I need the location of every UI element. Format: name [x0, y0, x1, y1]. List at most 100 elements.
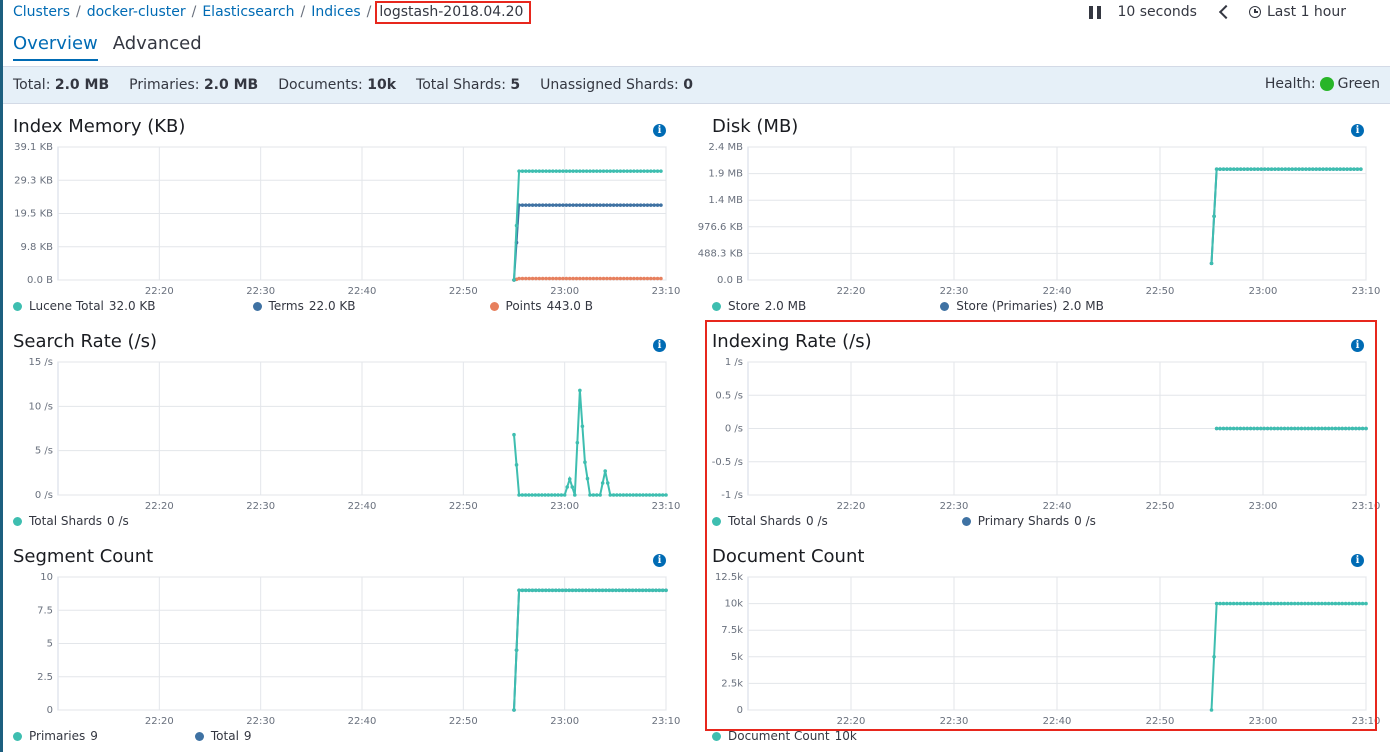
data-point: [1282, 601, 1287, 606]
data-point: [1272, 426, 1277, 431]
stat-label: Total Shards:: [416, 77, 506, 93]
y-tick-label: 15 /s: [29, 357, 53, 368]
data-point: [621, 203, 626, 207]
data-point: [607, 588, 612, 593]
pause-icon[interactable]: [1089, 5, 1102, 19]
info-icon[interactable]: i: [1351, 554, 1364, 567]
info-icon[interactable]: i: [653, 339, 666, 352]
data-point: [1303, 426, 1307, 431]
info-icon[interactable]: i: [1351, 124, 1364, 137]
data-point: [1269, 426, 1273, 431]
data-point: [570, 588, 575, 593]
data-point: [1231, 426, 1236, 431]
tab-bar: Overview Advanced: [13, 33, 217, 61]
data-point: [618, 276, 623, 281]
data-point: [645, 169, 650, 173]
data-point: [561, 203, 565, 207]
legend-series-name: Primary Shards: [977, 514, 1070, 528]
legend-swatch: [13, 516, 22, 526]
legend-item[interactable]: Total Shards 0 /s: [13, 514, 129, 528]
data-point: [564, 169, 569, 173]
data-point: [1333, 426, 1338, 431]
breadcrumb-elasticsearch[interactable]: Elasticsearch: [202, 4, 295, 20]
legend-index-memory: Lucene Total 32.0 KB Terms 22.0 KB Points 443…: [13, 299, 727, 313]
data-point: [591, 203, 596, 207]
data-point: [608, 169, 613, 173]
data-point: [1296, 426, 1300, 431]
legend-item[interactable]: Store (Primaries) 2.0 MB: [940, 299, 1104, 313]
data-point: [1306, 426, 1311, 431]
data-point: [1258, 426, 1263, 431]
legend-item[interactable]: Terms 22.0 KB: [252, 299, 356, 313]
legend-item[interactable]: Primaries 9: [13, 729, 98, 743]
data-point: [1228, 426, 1233, 431]
legend-item[interactable]: Primary Shards 0 /s: [961, 514, 1096, 528]
x-tick-label: 23:10: [1352, 716, 1381, 727]
legend-item[interactable]: Points 443.0 B: [489, 299, 593, 313]
data-point: [652, 203, 656, 207]
data-point: [1262, 426, 1266, 431]
data-point: [605, 276, 609, 281]
data-point: [551, 276, 555, 281]
tab-advanced[interactable]: Advanced: [112, 33, 202, 54]
data-point: [621, 169, 626, 173]
refresh-interval[interactable]: 10 seconds: [1117, 4, 1197, 20]
data-point: [1266, 167, 1270, 171]
legend-item[interactable]: Total Shards 0 /s: [712, 514, 828, 528]
info-icon[interactable]: i: [1351, 339, 1364, 352]
legend-item[interactable]: Document Count 10k: [712, 729, 857, 743]
data-point: [657, 588, 662, 593]
data-point: [628, 276, 633, 281]
info-icon[interactable]: i: [653, 124, 666, 137]
legend-item[interactable]: Lucene Total 32.0 KB: [13, 299, 156, 313]
data-point: [1292, 426, 1297, 431]
data-point: [590, 588, 595, 593]
x-tick-label: 22:20: [837, 286, 866, 297]
data-point: [1209, 708, 1214, 712]
data-point: [660, 493, 665, 497]
data-point: [584, 203, 589, 207]
data-point: [647, 588, 652, 593]
breadcrumb-indices[interactable]: Indices: [311, 4, 361, 20]
time-range-picker[interactable]: Last 1 hour: [1266, 4, 1346, 20]
chevron-left-icon[interactable]: [1218, 4, 1234, 20]
series-line: [513, 170, 661, 281]
info-icon[interactable]: i: [653, 554, 666, 567]
y-tick-label: 976.6 KB: [698, 222, 743, 233]
data-point: [647, 493, 652, 497]
data-point: [655, 203, 660, 207]
data-point: [520, 169, 525, 173]
data-point: [553, 493, 557, 497]
data-point: [1272, 601, 1277, 606]
data-point: [597, 588, 602, 593]
x-tick-label: 23:00: [550, 286, 579, 297]
x-tick-label: 22:40: [1043, 501, 1072, 512]
data-point: [1280, 167, 1284, 171]
data-point: [1307, 167, 1312, 171]
data-point: [1245, 426, 1249, 431]
data-point: [628, 493, 632, 497]
data-point: [600, 588, 605, 593]
data-point: [520, 203, 525, 207]
data-point: [540, 588, 545, 593]
legend-item[interactable]: Total 9: [194, 729, 252, 743]
data-point: [1360, 601, 1365, 606]
data-point: [1297, 167, 1301, 171]
y-tick-label: 0 /s: [725, 424, 743, 435]
data-point: [1326, 601, 1331, 606]
data-point: [551, 169, 555, 173]
data-point: [537, 276, 542, 281]
legend-swatch: [489, 301, 499, 311]
tab-overview[interactable]: Overview: [13, 33, 98, 61]
data-point: [1299, 426, 1304, 431]
data-point: [642, 169, 646, 173]
data-point: [537, 203, 542, 207]
legend-series-name: Document Count: [728, 729, 830, 743]
data-point: [630, 588, 635, 593]
panel-title-search-rate: Search Rate (/s): [13, 331, 158, 352]
breadcrumb-clusters[interactable]: Clusters: [13, 4, 70, 20]
data-point: [1228, 601, 1233, 606]
legend-item[interactable]: Store 2.0 MB: [712, 299, 806, 313]
breadcrumb-cluster[interactable]: docker-cluster: [86, 4, 186, 20]
stat-value: 10k: [367, 77, 397, 93]
